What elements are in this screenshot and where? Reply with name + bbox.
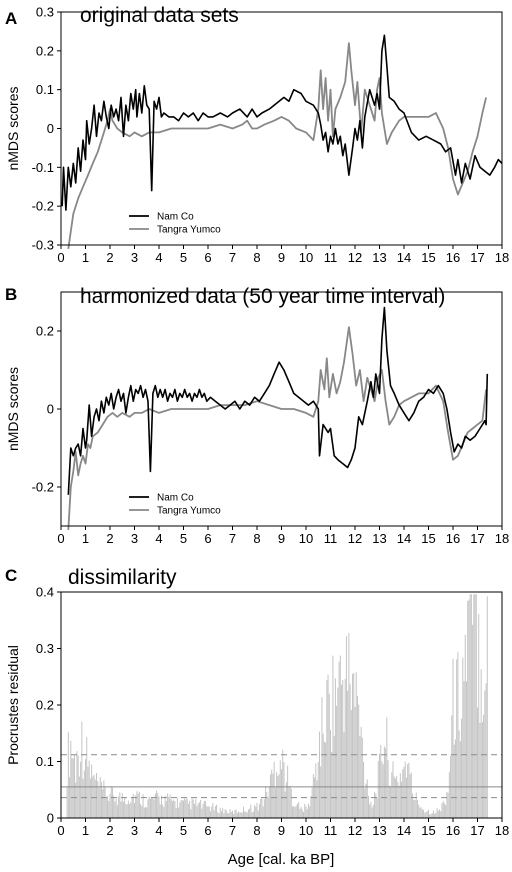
x-tick-label-B-3: 3 [131,531,138,546]
x-tick-label-A-1: 1 [82,250,89,265]
y-tick-label-A-0.3: 0.3 [36,5,54,20]
y-tick-label-A--0.3: -0.3 [32,238,54,253]
x-tick-label-A-3: 3 [131,250,138,265]
x-tick-label-B-1: 1 [82,531,89,546]
x-axis-title: Age [cal. ka BP] [228,851,335,868]
legend-label-B-1: Tangra Yumco [157,506,221,517]
x-tick-label-A-6: 6 [204,250,211,265]
y-tick-label-C-0: 0 [47,811,54,826]
x-tick-label-A-17: 17 [470,250,484,265]
x-tick-label-B-16: 16 [446,531,460,546]
legend-label-A-0: Nam Co [157,212,194,223]
y-tick-label-B-0: 0 [47,402,54,417]
panel-c-title: dissimilarity [68,566,177,589]
x-tick-label-C-14: 14 [397,823,411,838]
x-tick-label-B-18: 18 [495,531,509,546]
y-tick-label-B-0.2: 0.2 [36,324,54,339]
x-tick-label-C-10: 10 [299,823,313,838]
y-tick-label-A-0: 0 [47,121,54,136]
x-tick-label-B-15: 15 [421,531,435,546]
x-tick-label-B-9: 9 [278,531,285,546]
x-tick-label-A-11: 11 [324,250,338,265]
x-tick-label-B-7: 7 [229,531,236,546]
panel-a-plot: 0 1 2 3 4 5 6 7 8 9 10 11 12 13 14 15 16 17 180.30.20.10-0… [5,5,509,266]
x-tick-label-A-9: 9 [278,250,285,265]
series-line-A-nam-co [61,34,503,211]
y-tick-label-A--0.1: -0.1 [32,160,54,175]
x-tick-label-C-6: 6 [204,823,211,838]
x-tick-label-A-0: 0 [57,250,64,265]
x-tick-label-C-0: 0 [57,823,64,838]
y-tick-label-C-0.3: 0.3 [36,641,54,656]
x-tick-label-C-7: 7 [229,823,236,838]
panel-c-letter: C [5,566,17,585]
y-axis-label-C: Procrustes residual [5,645,21,765]
x-tick-label-B-10: 10 [299,531,313,546]
x-tick-label-A-13: 13 [372,250,386,265]
x-tick-label-C-15: 15 [421,823,435,838]
x-tick-label-A-4: 4 [155,250,162,265]
x-tick-label-C-13: 13 [372,823,386,838]
x-tick-label-B-5: 5 [180,531,187,546]
x-tick-label-B-17: 17 [470,531,484,546]
panel-c: C dissimilarity 0 1 2 3 4 5 6 7 8 9 10 11 12 13 14 15 16… [5,566,509,868]
x-tick-label-B-12: 12 [348,531,362,546]
panel-b-letter: B [5,285,17,304]
x-tick-label-B-14: 14 [397,531,411,546]
x-tick-label-C-11: 11 [324,823,338,838]
x-tick-label-C-12: 12 [348,823,362,838]
residual-bars [66,594,488,818]
y-tick-label-A-0.1: 0.1 [36,82,54,97]
x-tick-label-B-13: 13 [372,531,386,546]
x-tick-label-C-18: 18 [495,823,509,838]
x-tick-label-A-8: 8 [253,250,260,265]
series-line-A-tangra-yumco [67,42,487,250]
x-tick-label-B-2: 2 [106,531,113,546]
legend-label-A-1: Tangra Yumco [157,225,221,236]
x-tick-label-B-6: 6 [204,531,211,546]
x-tick-label-A-18: 18 [495,250,509,265]
x-tick-label-C-17: 17 [470,823,484,838]
x-tick-label-B-0: 0 [57,531,64,546]
x-tick-label-A-10: 10 [299,250,313,265]
y-tick-label-A--0.2: -0.2 [32,199,54,214]
legend-label-B-0: Nam Co [157,493,194,504]
y-axis-label-A: nMDS scores [5,86,21,170]
y-tick-label-C-0.2: 0.2 [36,698,54,713]
x-tick-label-C-16: 16 [446,823,460,838]
x-tick-label-B-11: 11 [324,531,338,546]
panel-a: A original data sets 0 1 2 3 4 5 6 7 8 9 10 11 12 13 1… [5,4,509,265]
x-tick-label-C-1: 1 [82,823,89,838]
x-tick-label-C-8: 8 [253,823,260,838]
x-tick-label-C-4: 4 [155,823,162,838]
panel-b: B harmonized data (50 year time interval… [5,285,509,546]
x-tick-label-A-15: 15 [421,250,435,265]
x-tick-label-C-9: 9 [278,823,285,838]
panel-a-title: original data sets [80,4,239,27]
panel-b-plot: 0 1 2 3 4 5 6 7 8 9 10 11 12 13 14 15 16 17 180.20-0.2nMDS… [5,291,509,546]
y-tick-label-A-0.2: 0.2 [36,43,54,58]
x-tick-label-A-12: 12 [348,250,362,265]
x-tick-label-C-2: 2 [106,823,113,838]
y-axis-label-B: nMDS scores [5,367,21,451]
y-tick-label-C-0.1: 0.1 [36,754,54,769]
x-tick-label-C-5: 5 [180,823,187,838]
y-tick-label-B--0.2: -0.2 [32,480,54,495]
x-tick-label-B-4: 4 [155,531,162,546]
x-tick-label-A-16: 16 [446,250,460,265]
plot-frame-A [60,11,503,246]
x-tick-label-A-7: 7 [229,250,236,265]
panel-c-plot: 0 1 2 3 4 5 6 7 8 9 10 11 12 13 14 15 16 17 180.40.30.20.1… [5,585,509,839]
y-tick-label-C-0.4: 0.4 [36,585,54,600]
panel-a-letter: A [5,9,17,28]
x-tick-label-C-3: 3 [131,823,138,838]
series-line-B-nam-co [67,306,489,495]
x-tick-label-A-5: 5 [180,250,187,265]
x-tick-label-A-2: 2 [106,250,113,265]
x-tick-label-B-8: 8 [253,531,260,546]
series-line-B-tangra-yumco [67,326,487,530]
panel-b-title: harmonized data (50 year time interval) [80,285,445,308]
x-tick-label-A-14: 14 [397,250,411,265]
